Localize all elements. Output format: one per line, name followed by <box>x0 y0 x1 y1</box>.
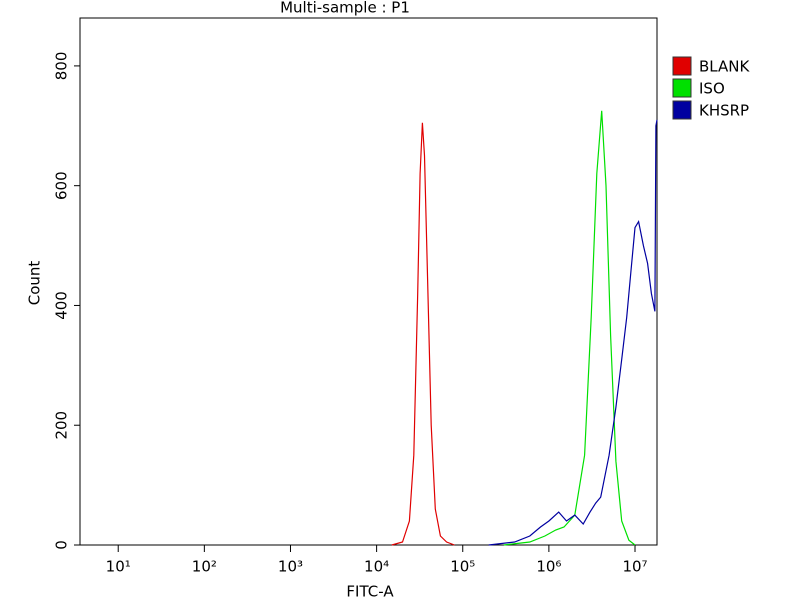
x-tick-label: 10¹ <box>106 558 131 576</box>
legend-swatch <box>672 78 692 98</box>
y-tick-label: 800 <box>53 52 71 81</box>
x-axis-label: FITC-A <box>346 583 394 600</box>
x-tick-label: 10² <box>192 558 217 576</box>
y-axis-label: Count <box>26 261 44 306</box>
legend-label: KHSRP <box>699 102 749 120</box>
legend-swatch <box>672 56 692 76</box>
chart-title: Multi-sample : P1 <box>280 0 410 17</box>
y-tick-label: 400 <box>53 291 71 320</box>
x-tick-label: 10⁵ <box>450 558 475 576</box>
y-tick-label: 600 <box>53 171 71 200</box>
x-tick-label: 10³ <box>278 558 303 576</box>
x-tick-label: 10⁴ <box>364 558 389 576</box>
plot-frame <box>79 17 658 546</box>
y-tick-label: 0 <box>53 540 71 550</box>
series-line <box>488 119 658 546</box>
legend-swatch <box>672 100 692 120</box>
legend-label: ISO <box>699 80 725 98</box>
x-tick-label: 10⁷ <box>622 558 647 576</box>
x-tick-label: 10⁶ <box>536 558 561 576</box>
y-tick-label: 200 <box>53 411 71 440</box>
series-line <box>391 122 455 546</box>
legend-label: BLANK <box>699 58 750 76</box>
series-line <box>503 110 636 546</box>
